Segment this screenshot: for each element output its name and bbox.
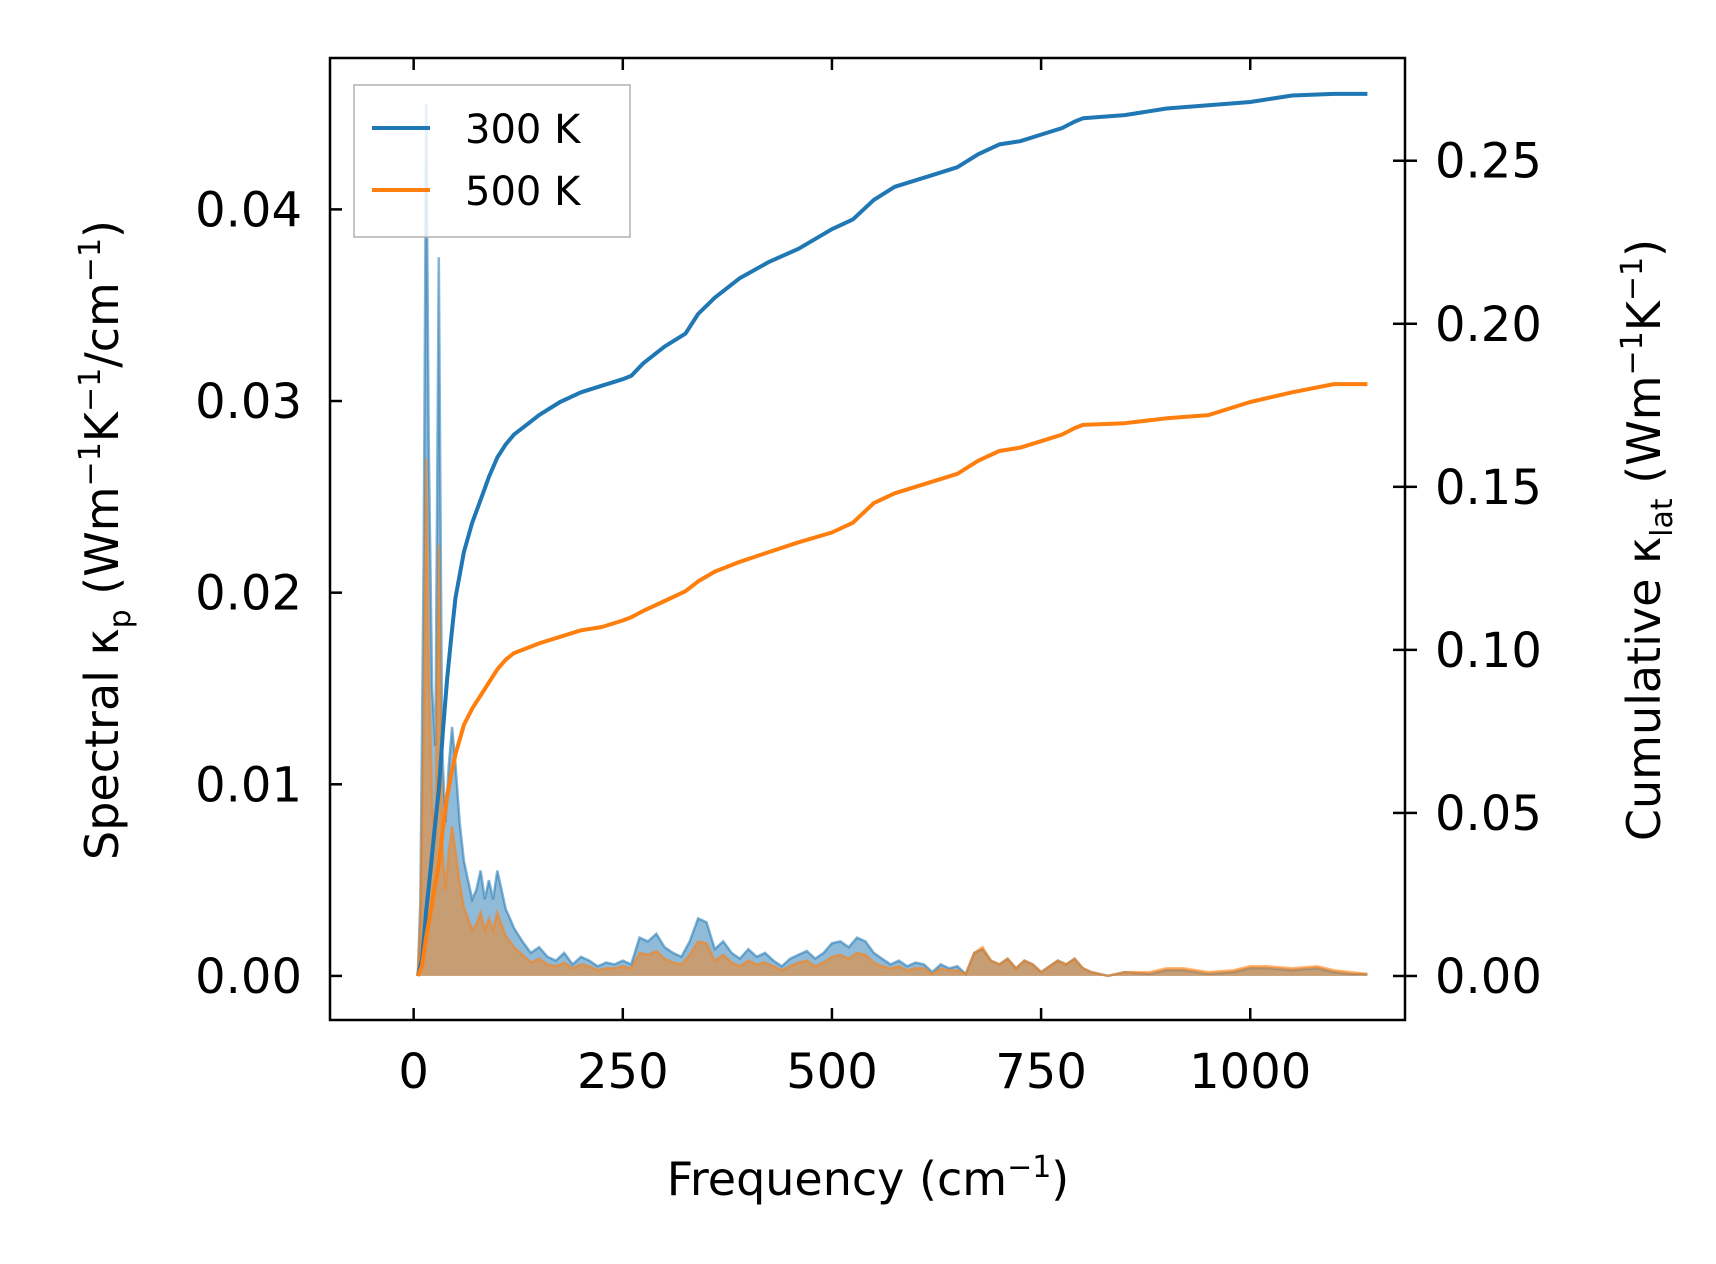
legend-label-300k: 300 K — [465, 107, 582, 153]
x-tick-label: 500 — [786, 1044, 878, 1100]
y-left-axis-ticks: 0.00 0.01 0.02 0.03 0.04 — [195, 182, 342, 1005]
spectral-line-500k — [416, 458, 1368, 978]
cumulative-line-300k — [415, 91, 1368, 977]
y-left-tick-label: 0.04 — [195, 182, 302, 238]
y-left-tick-label: 0.03 — [195, 374, 302, 430]
x-tick-label: 0 — [398, 1044, 429, 1100]
series-lines — [415, 91, 1368, 977]
y-right-tick-label: 0.25 — [1435, 134, 1542, 190]
y-right-tick-label: 0.05 — [1435, 786, 1542, 842]
y-left-tick-label: 0.02 — [195, 566, 302, 622]
y-right-tick-label: 0.20 — [1435, 297, 1542, 353]
legend: 300 K 500 K — [353, 84, 631, 238]
x-axis-title: Frequency (cm−1) — [667, 1150, 1070, 1206]
y-right-axis-ticks: 0.00 0.05 0.10 0.15 0.20 0.25 — [1393, 134, 1542, 1005]
y-left-tick-label: 0.00 — [195, 949, 302, 1005]
legend-box — [353, 84, 631, 238]
y-right-tick-label: 0.10 — [1435, 623, 1542, 679]
plot-area — [328, 56, 1407, 1022]
cumulative-line-500k — [415, 382, 1368, 977]
y-right-tick-label: 0.00 — [1435, 949, 1542, 1005]
y-left-axis-title: Spectral κp (Wm−1K−1/cm−1) — [73, 220, 138, 860]
x-axis-ticks: 0 250 500 750 1000 — [398, 58, 1311, 1100]
x-tick-label: 750 — [995, 1044, 1087, 1100]
x-tick-label: 250 — [577, 1044, 669, 1100]
spectral-fills — [416, 103, 1368, 978]
y-right-tick-label: 0.15 — [1435, 460, 1542, 516]
y-right-axis-title: Cumulative κlat (Wm−1K−1) — [1615, 239, 1680, 841]
plot-frame — [328, 56, 1407, 1022]
x-tick-label: 1000 — [1189, 1044, 1311, 1100]
y-left-tick-label: 0.01 — [195, 757, 302, 813]
legend-label-500k: 500 K — [465, 169, 582, 215]
